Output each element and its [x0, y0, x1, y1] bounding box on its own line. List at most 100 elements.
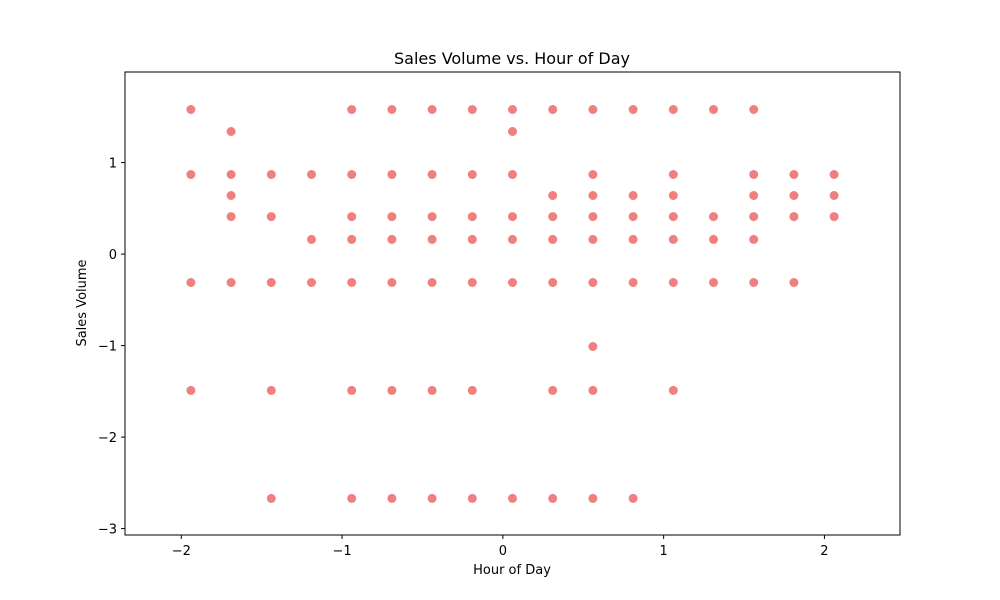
x-axis-label: Hour of Day — [473, 563, 551, 578]
data-point — [668, 212, 678, 222]
data-point — [749, 212, 759, 222]
data-point — [186, 170, 196, 179]
data-point — [427, 278, 437, 287]
data-point — [709, 212, 718, 222]
data-point — [548, 234, 558, 244]
chart-title: Sales Volume vs. Hour of Day — [394, 49, 630, 68]
data-point — [628, 105, 638, 114]
data-point — [508, 234, 517, 244]
data-point — [749, 278, 759, 287]
data-point — [347, 234, 357, 244]
data-point — [588, 170, 598, 179]
data-point — [588, 191, 598, 200]
x-tick-label: 0 — [499, 544, 507, 559]
y-axis-label: Sales Volume — [75, 259, 90, 346]
data-point — [387, 234, 397, 244]
data-point — [347, 170, 357, 179]
data-point — [347, 385, 357, 395]
data-point — [307, 234, 316, 244]
data-point — [266, 385, 276, 395]
data-point — [307, 278, 316, 287]
data-point — [668, 170, 678, 179]
data-point — [588, 105, 598, 114]
data-point — [186, 105, 196, 114]
data-point — [709, 234, 718, 244]
data-point — [226, 170, 236, 179]
data-point — [508, 278, 517, 287]
x-axis: −2 −1 0 1 2 — [172, 535, 829, 559]
data-point — [668, 234, 678, 244]
data-point — [508, 127, 517, 136]
data-point — [508, 212, 517, 222]
x-tick-label: 2 — [820, 544, 828, 559]
data-point — [749, 234, 759, 244]
data-point — [266, 493, 276, 503]
data-point — [709, 278, 718, 287]
data-point — [548, 105, 558, 114]
data-point — [508, 105, 517, 114]
data-point — [467, 385, 477, 395]
data-point — [548, 278, 558, 287]
data-point — [709, 105, 718, 114]
data-point — [347, 493, 357, 503]
data-point — [427, 493, 437, 503]
data-point — [226, 127, 236, 136]
data-point — [749, 170, 759, 179]
data-point — [266, 212, 276, 222]
data-point — [347, 105, 357, 114]
data-point — [467, 278, 477, 287]
data-point — [789, 278, 799, 287]
data-point — [588, 493, 598, 503]
data-point — [588, 234, 598, 244]
data-point — [226, 191, 236, 200]
data-point — [789, 212, 799, 222]
data-point — [467, 493, 477, 503]
x-tick-label: 1 — [660, 544, 668, 559]
data-point — [668, 191, 678, 200]
data-point — [829, 191, 839, 200]
x-tick-label: −1 — [332, 544, 351, 559]
data-point — [266, 170, 276, 179]
y-tick-label: −3 — [98, 523, 117, 538]
data-point — [628, 278, 638, 287]
data-point — [427, 234, 437, 244]
data-point — [226, 278, 236, 287]
plot-area — [186, 105, 839, 503]
y-tick-label: −1 — [98, 340, 117, 355]
data-point — [588, 385, 598, 395]
data-point — [226, 212, 236, 222]
data-point — [588, 342, 598, 351]
data-point — [427, 105, 437, 114]
data-point — [307, 170, 316, 179]
y-axis: −3 −2 −1 0 1 — [98, 157, 125, 538]
data-point — [387, 493, 397, 503]
data-point — [387, 385, 397, 395]
data-point — [266, 278, 276, 287]
data-point — [588, 278, 598, 287]
data-point — [588, 212, 598, 222]
data-point — [427, 170, 437, 179]
y-tick-label: 1 — [109, 157, 117, 172]
data-point — [427, 385, 437, 395]
data-point — [508, 493, 517, 503]
y-tick-label: −2 — [98, 431, 117, 446]
data-point — [387, 170, 397, 179]
data-point — [467, 170, 477, 179]
data-point — [548, 191, 558, 200]
data-point — [548, 493, 558, 503]
data-point — [789, 170, 799, 179]
data-point — [829, 170, 839, 179]
x-tick-label: −2 — [172, 544, 191, 559]
data-point — [749, 191, 759, 200]
data-point — [387, 278, 397, 287]
data-point — [668, 385, 678, 395]
y-tick-label: 0 — [109, 248, 117, 263]
data-point — [628, 191, 638, 200]
data-point — [628, 493, 638, 503]
data-point — [508, 170, 517, 179]
data-point — [186, 278, 196, 287]
data-point — [548, 385, 558, 395]
data-point — [628, 234, 638, 244]
data-point — [467, 105, 477, 114]
